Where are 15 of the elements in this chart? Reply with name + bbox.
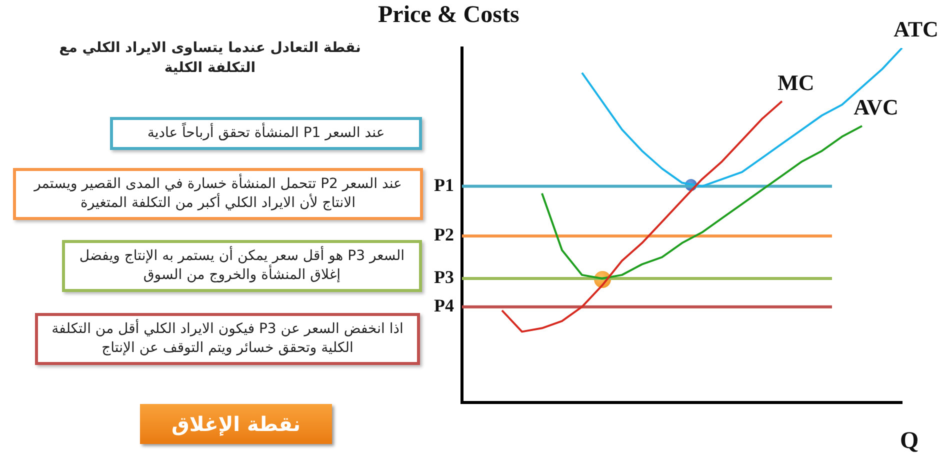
x-axis-title: Q (900, 428, 919, 455)
text: اذا انخفض السعر عن P3 فيكون الايراد الكلي أقل من التكلفة الكلية وتحقق خسائر ويتم التوقف عن الإنتاج (35, 313, 420, 365)
series-label: MC (778, 70, 814, 95)
ref-line-label: P2 (434, 224, 454, 245)
ref-line-label: P1 (434, 174, 454, 195)
series-label: ATC (894, 16, 938, 42)
text: السعر P3 هو أقل سعر يمكن أن يستمر به الإنتاج ويفضل إغلاق المنشأة والخروج من السوق (62, 240, 422, 292)
text: عند السعر P1 المنشأة تحقق أرباحاً عادية (110, 117, 422, 150)
ref-line-label: P4 (434, 296, 454, 316)
text: نقطة الإغلاق (140, 404, 332, 444)
series-label: AVC (854, 94, 898, 120)
text: نقطة التعادل عندما يتساوى الايراد الكلي مع التكلفة الكلية (58, 39, 362, 78)
y-axis-title: Price & Costs (378, 2, 520, 29)
text: عند السعر P2 تتحمل المنشأة خسارة في المدى القصير ويستمر الانتاج لأن الايراد الكلي أكبر من التكلفة المتغيرة (13, 168, 423, 220)
ref-line-label: P3 (434, 267, 454, 288)
